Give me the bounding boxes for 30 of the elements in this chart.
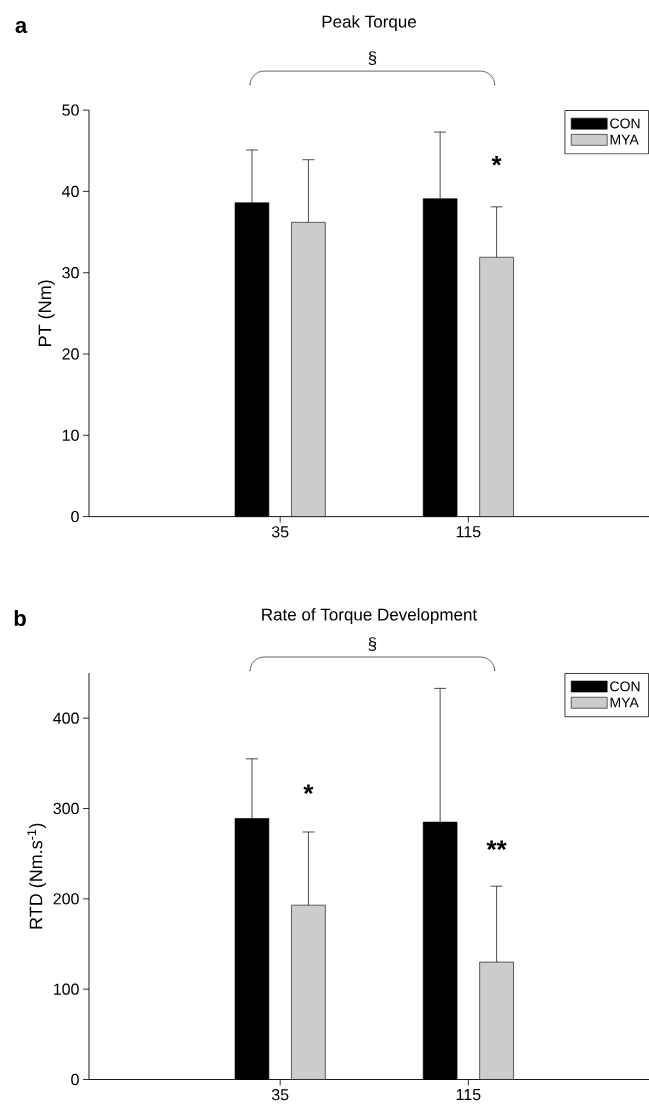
x-tick-label: 115 [456, 526, 481, 538]
x-tick-label: 35 [271, 1089, 289, 1101]
y-tick-label: 400 [53, 712, 79, 724]
y-tick-label: 200 [53, 893, 79, 905]
x-tick-label: 35 [271, 526, 289, 538]
legend-label: MYA [610, 134, 639, 145]
text: a [15, 20, 28, 34]
y-axis-title: RTD (Nm.s$^{-1}$) [27, 823, 46, 929]
y-tick-label: 10 [62, 429, 79, 441]
x-tick-label: 115 [456, 1089, 481, 1101]
chart-title: Rate of Torque Development [262, 608, 478, 624]
y-tick-label: 0 [71, 1073, 79, 1086]
y-tick-label: 40 [62, 185, 79, 198]
y-tick-label: 20 [62, 348, 79, 360]
text: § [368, 51, 377, 65]
legend-label: CON [610, 118, 640, 129]
y-axis-title: PT (Nm) [38, 280, 55, 346]
chart-title: Peak Torque [322, 15, 416, 32]
annotation: * [491, 155, 502, 166]
y-tick-label: 50 [62, 104, 79, 116]
legend-label: CON [610, 681, 640, 692]
y-tick-label: 0 [71, 510, 79, 523]
annotation: * [303, 784, 314, 795]
text: § [368, 637, 377, 651]
y-tick-label: 100 [53, 983, 79, 995]
y-tick-label: 300 [53, 802, 79, 815]
text: b [14, 609, 26, 627]
legend-label: MYA [610, 697, 639, 708]
annotation: ** [486, 840, 507, 851]
y-tick-label: 30 [62, 267, 79, 279]
